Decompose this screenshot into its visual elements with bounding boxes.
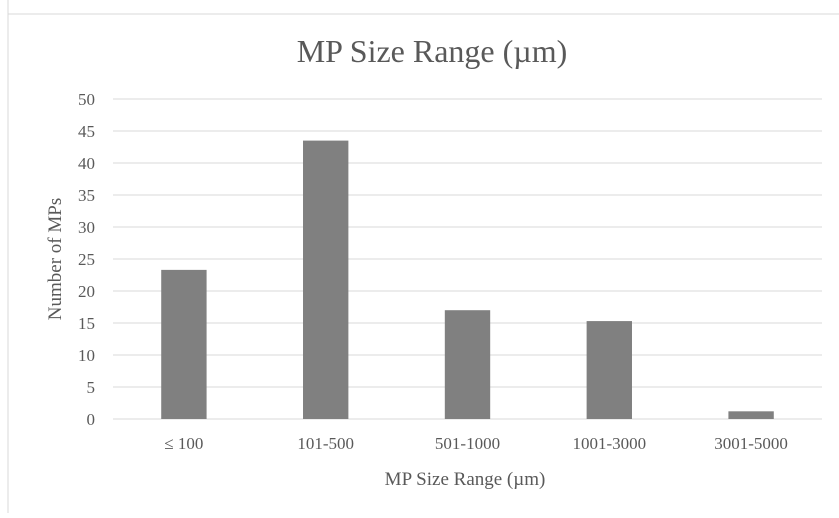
y-tick-label: 45 [78, 122, 95, 141]
bar-2 [444, 310, 491, 419]
bar-0 [161, 269, 207, 419]
bar-3 [586, 321, 632, 419]
y-tick-label: 30 [78, 218, 95, 237]
bar-1 [303, 140, 349, 419]
y-tick-label: 5 [87, 378, 96, 397]
y-axis-tick-labels: 0 5 10 15 20 25 30 35 40 45 50 [78, 90, 95, 429]
y-tick-label: 35 [78, 186, 95, 205]
y-tick-label: 15 [78, 314, 95, 333]
y-tick-label: 20 [78, 282, 95, 301]
bar-4 [728, 411, 774, 419]
chart-title: MP Size Range (µm) [297, 33, 568, 69]
y-tick-label: 10 [78, 346, 95, 365]
y-tick-label: 50 [78, 90, 95, 109]
frame-marks [7, 0, 839, 513]
x-axis-tick-labels: ≤ 100 101-500 501-1000 1001-3000 3001-5000 [164, 434, 788, 453]
x-tick-label: 501-1000 [435, 434, 500, 453]
x-axis-label: MP Size Range (µm) [385, 469, 546, 490]
y-axis-label: Number of MPs [45, 198, 66, 320]
x-tick-label: 101-500 [297, 434, 354, 453]
y-tick-label: 25 [78, 250, 95, 269]
y-tick-label: 0 [87, 410, 96, 429]
x-tick-label: 3001-5000 [714, 434, 788, 453]
x-tick-label: 1001-3000 [572, 434, 646, 453]
y-tick-label: 40 [78, 154, 95, 173]
bars [161, 140, 774, 419]
x-tick-label: ≤ 100 [164, 434, 203, 453]
